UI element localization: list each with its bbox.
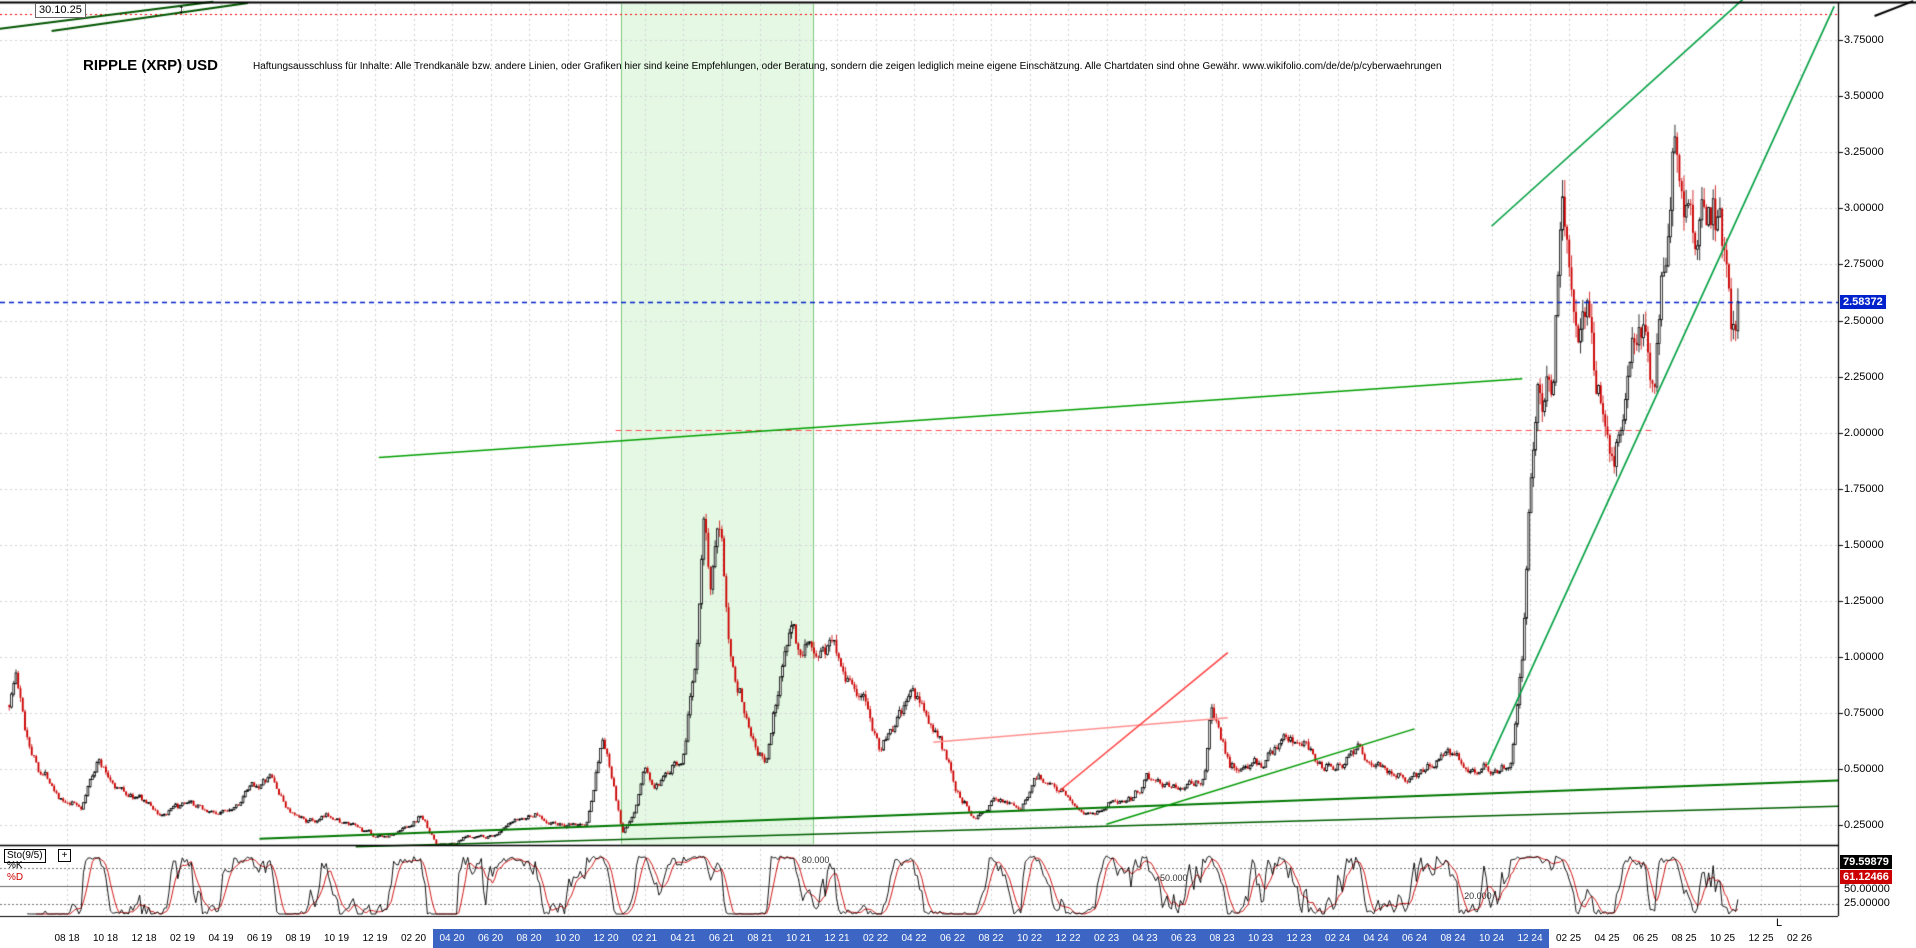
price-axis-label: 3.00000 <box>1844 202 1884 215</box>
sto-axis-label-50: 50.00000 <box>1844 883 1890 895</box>
time-axis-label: 04 20 <box>439 933 465 944</box>
sto-axis-label-25: 25.00000 <box>1844 897 1890 909</box>
sto-k-value-box: 79.59879 <box>1840 855 1892 869</box>
time-axis-label: 08 25 <box>1671 933 1697 944</box>
time-axis-label: 12 25 <box>1748 933 1774 944</box>
time-axis-label: 10 20 <box>554 933 581 944</box>
time-axis-label: 02 25 <box>1555 933 1582 944</box>
price-axis-label: 3.50000 <box>1844 90 1884 103</box>
time-axis-label: 04 25 <box>1594 933 1620 944</box>
page-title: RIPPLE (XRP) USD <box>83 57 219 74</box>
disclaimer-text: Haftungsausschluss für Inhalte: Alle Tre… <box>253 61 1442 72</box>
time-axis-label: 12 19 <box>362 933 388 944</box>
time-axis-label: 06 25 <box>1632 933 1659 944</box>
time-axis-label: 06 24 <box>1401 933 1428 944</box>
time-axis-label: 10 19 <box>323 933 350 944</box>
sto-level-label: 20.000 <box>1464 891 1492 901</box>
time-axis-label: 06 22 <box>939 933 966 944</box>
sto-k-label: %K <box>7 860 23 871</box>
price-axis-label: 2.25000 <box>1844 370 1884 383</box>
price-axis-label: 2.75000 <box>1844 258 1884 271</box>
price-axis-label: 0.75000 <box>1844 707 1884 720</box>
time-axis-label: 12 20 <box>593 933 619 944</box>
time-axis-label: 02 24 <box>1324 933 1351 944</box>
last-date-label: 30.10.25 <box>35 3 86 18</box>
time-axis-label: 12 24 <box>1517 933 1543 944</box>
time-axis-label: 06 23 <box>1170 933 1197 944</box>
time-axis-label: 12 18 <box>131 933 157 944</box>
time-axis-label: 12 21 <box>824 933 850 944</box>
time-axis-label: 10 21 <box>785 933 812 944</box>
time-axis-label: 02 21 <box>631 933 658 944</box>
sto-level-label: 50.000 <box>1159 873 1188 883</box>
sto-indicator-label[interactable]: Sto(9/5) <box>4 849 46 863</box>
time-axis-label: 08 23 <box>1209 933 1235 944</box>
time-axis-label: 04 22 <box>901 933 927 944</box>
sto-d-value-box: 61.12466 <box>1840 870 1892 884</box>
time-axis-label: 12 22 <box>1055 933 1081 944</box>
price-axis-label: 2.50000 <box>1844 314 1884 327</box>
time-axis-label: 10 23 <box>1247 933 1274 944</box>
time-axis-label: 04 21 <box>670 933 696 944</box>
indicator-add-button[interactable]: + <box>58 849 71 862</box>
corner-mark: L <box>1776 917 1783 929</box>
updown-arrow-icon: ↕ <box>178 1 185 16</box>
time-axis-label: 02 22 <box>862 933 889 944</box>
time-axis-label: 08 20 <box>516 933 542 944</box>
time-axis-selection <box>433 929 1549 948</box>
sto-level-label: 80.000 <box>801 855 830 865</box>
price-axis-label: 1.00000 <box>1844 651 1884 664</box>
time-axis-label: 04 19 <box>208 933 234 944</box>
price-axis-label: 0.50000 <box>1844 763 1884 776</box>
price-axis-label: 3.25000 <box>1844 146 1884 159</box>
time-axis-label: 06 19 <box>246 933 273 944</box>
time-axis-label: 10 25 <box>1709 933 1736 944</box>
time-axis-label: 06 20 <box>477 933 504 944</box>
price-axis-label: 2.00000 <box>1844 426 1884 439</box>
price-axis-label: 1.25000 <box>1844 595 1884 607</box>
current-price-box: 2.58372 <box>1840 294 1886 309</box>
time-axis-label: 10 22 <box>1016 933 1043 944</box>
time-axis-label: 02 23 <box>1093 933 1120 944</box>
price-axis-label: 3.75000 <box>1844 34 1884 46</box>
time-axis-label: 08 22 <box>978 933 1004 944</box>
time-axis-label: 08 19 <box>285 933 311 944</box>
time-axis-label: 08 21 <box>747 933 773 944</box>
time-axis-label: 04 24 <box>1363 933 1389 944</box>
time-axis-label: 02 20 <box>400 933 427 944</box>
time-axis-label: 12 23 <box>1286 933 1312 944</box>
price-axis-label: 0.25000 <box>1844 819 1884 832</box>
time-axis-label: 08 24 <box>1440 933 1466 944</box>
price-axis-label: 1.50000 <box>1844 538 1884 551</box>
time-axis-label: 10 18 <box>92 933 119 944</box>
time-axis-label: 08 18 <box>54 933 80 944</box>
time-axis-label: 06 21 <box>708 933 735 944</box>
price-axis-label: 1.75000 <box>1844 482 1884 495</box>
time-axis-label: 02 26 <box>1786 933 1813 944</box>
time-axis-label: 04 23 <box>1132 933 1158 944</box>
time-axis-label: 10 24 <box>1478 933 1505 944</box>
sto-d-label: %D <box>7 872 24 883</box>
time-axis-label: 02 19 <box>169 933 196 944</box>
